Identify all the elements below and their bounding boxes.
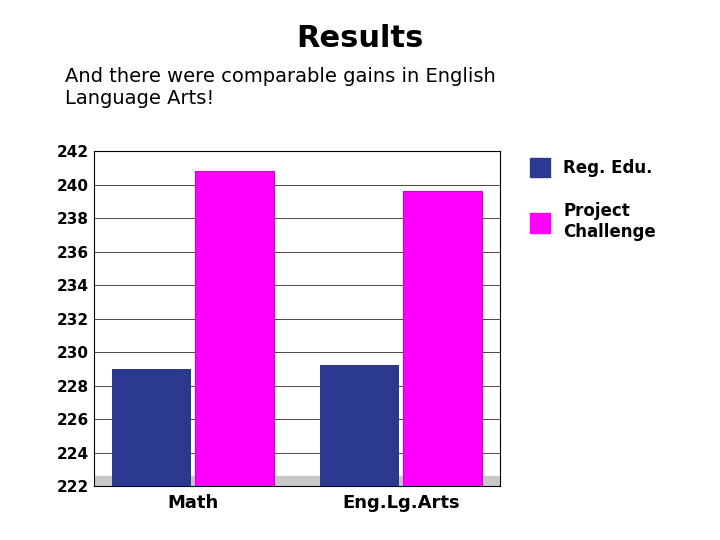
Text: Results: Results <box>297 24 423 53</box>
Bar <box>94 476 500 486</box>
Bar <box>403 191 482 540</box>
Bar <box>112 369 191 540</box>
Bar <box>195 171 274 540</box>
Text: And there were comparable gains in English
Language Arts!: And there were comparable gains in Engli… <box>65 68 495 109</box>
Bar <box>320 366 399 540</box>
Legend: Reg. Edu., Project
Challenge: Reg. Edu., Project Challenge <box>525 153 661 246</box>
